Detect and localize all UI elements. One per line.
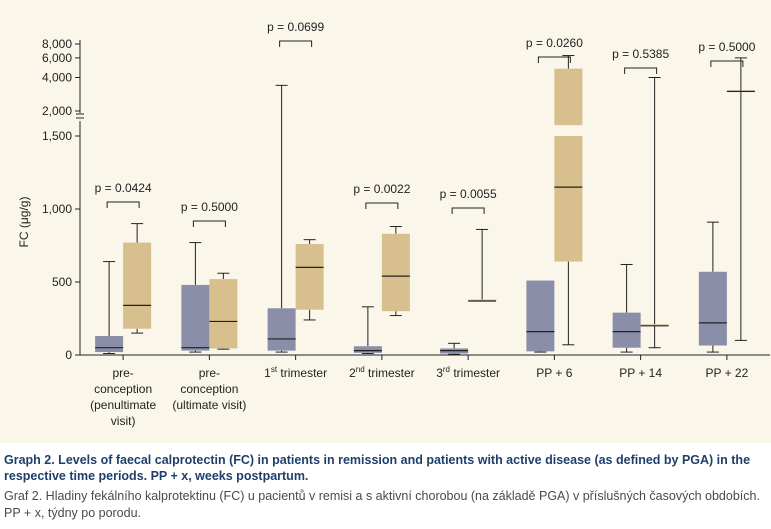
y-tick-label: 1,500 [42,129,72,143]
y-tick-label: 1,000 [42,202,72,216]
p-value-bracket [192,220,226,227]
box-lower-part [554,136,583,262]
y-tick-label: 8,000 [42,37,72,51]
box [468,299,497,302]
caption-english: Graph 2. Levels of faecal calprotectin (… [4,453,751,483]
box [381,233,410,312]
p-value-label: p = 0.0055 [440,187,497,201]
y-axis-title: FC (μg/g) [17,197,31,248]
x-category-label: (penultimate [90,398,156,412]
y-tick-label: 0 [65,348,72,362]
chart-panel: 0 500 1,000 1,500 2,000 4,000 6,000 8,000 p = 0… [0,0,771,443]
x-category-label: PP + 14 [619,366,662,380]
p-value-bracket [624,67,658,74]
x-category-label: 3rd trimester [436,365,500,380]
x-category-label: conception [180,382,238,396]
x-category-label: visit) [111,414,136,428]
p-value-label: p = 0.0699 [267,20,324,34]
p-value-bracket [710,60,744,67]
p-value-label: p = 0.5000 [698,40,755,54]
p-value-bracket [365,202,399,209]
x-category-label: (ultimate visit) [172,398,246,412]
y-tick-label: 2,000 [42,104,72,118]
box [640,324,669,326]
p-value-bracket [451,207,485,214]
box-layer [95,55,755,355]
y-tick-label: 4,000 [42,71,72,85]
box [267,308,296,351]
x-category-label: conception [94,382,152,396]
p-value-label: p = 0.5385 [612,47,669,61]
y-tick-label: 500 [52,275,72,289]
box [123,242,152,329]
box-upper-part [554,68,583,126]
box [612,312,641,348]
y-tick-label: 6,000 [42,51,72,65]
p-value-label: p = 0.0022 [353,182,410,196]
category-label-layer: pre-conception (penultimate visit) pre-conc… [90,365,749,428]
x-category-label: PP + 6 [536,366,572,380]
p-value-layer: p = 0.0424 p = 0.5000 p = 0.0699 p = 0.0022… [95,20,756,227]
box [181,284,210,351]
x-category-label: pre- [199,366,220,380]
p-value-bracket [279,40,313,47]
x-category-label: 1st trimester [264,365,327,380]
box [353,346,382,353]
p-value-bracket [537,56,571,63]
p-value-label: p = 0.5000 [181,200,238,214]
box [526,280,555,352]
p-value-bracket [106,201,140,208]
x-category-label: 2nd trimester [349,365,415,380]
box [698,271,727,346]
p-value-label: p = 0.0424 [95,181,152,195]
caption-czech: Graf 2. Hladiny fekálního kalprotektinu … [4,489,760,520]
box [295,244,324,310]
box [209,279,238,349]
box [95,336,124,353]
x-category-label: PP + 22 [705,366,748,380]
p-value-label: p = 0.0260 [526,36,583,50]
x-category-label: pre- [112,366,133,380]
